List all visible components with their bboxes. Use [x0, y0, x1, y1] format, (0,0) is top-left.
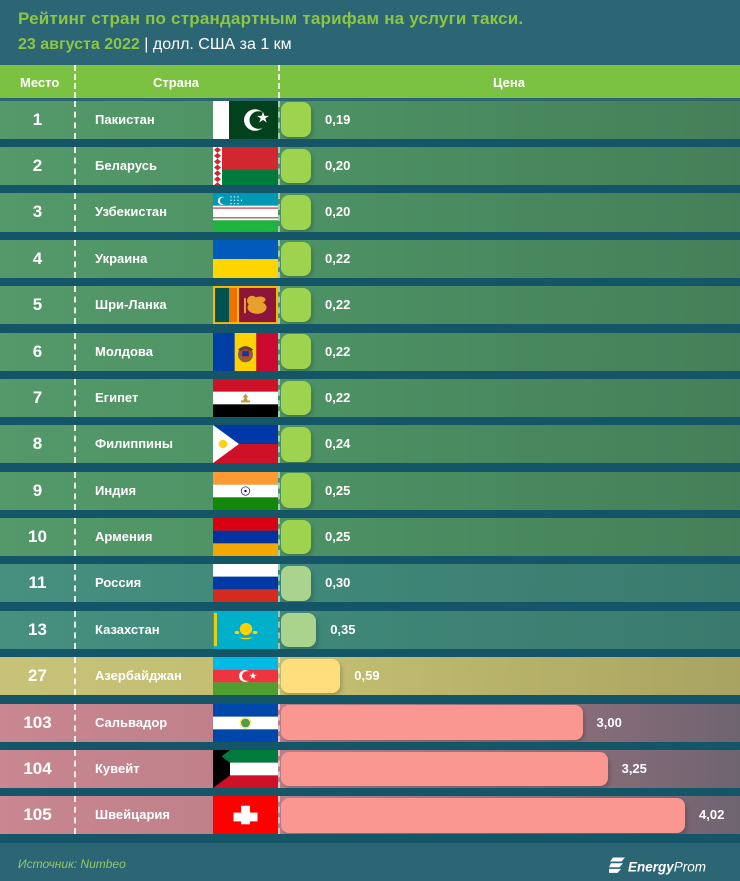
svg-text:EnergyProm: EnergyProm [628, 860, 706, 875]
